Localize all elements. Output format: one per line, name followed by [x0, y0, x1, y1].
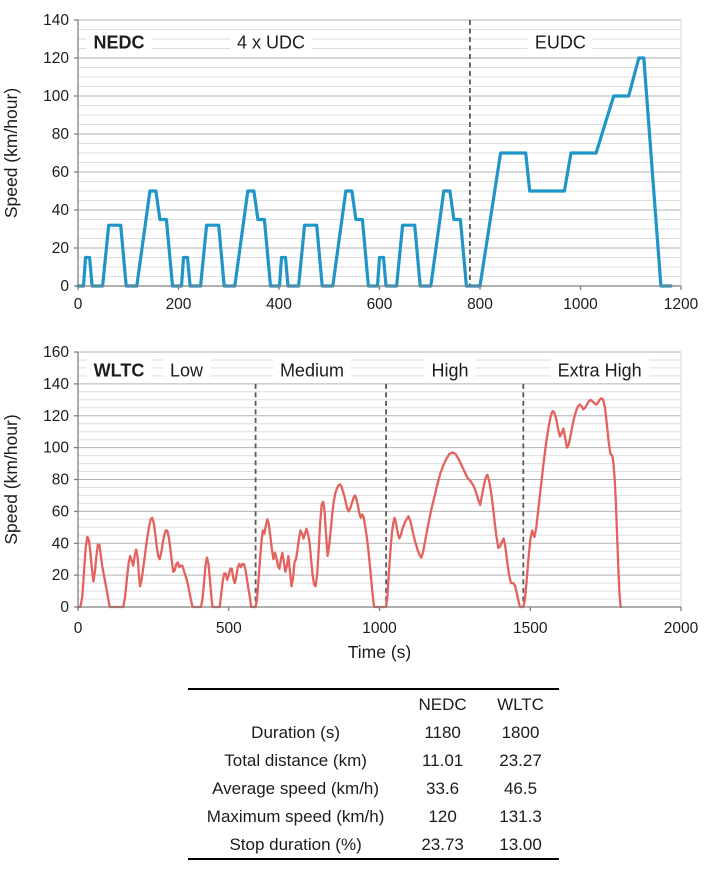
row-label: Stop duration (%) — [229, 834, 362, 854]
wltc-value: 13.00 — [499, 834, 542, 854]
y-tick-label: 100 — [43, 440, 69, 457]
y-tick-label: 120 — [43, 50, 69, 67]
x-tick-label: 500 — [216, 620, 242, 637]
y-tick-label: 140 — [43, 376, 69, 393]
x-tick-label: 800 — [467, 296, 493, 313]
y-axis-title: Speed (km/hour) — [1, 88, 21, 218]
y-tick-label: 160 — [43, 344, 69, 361]
nedc-value: 23.73 — [421, 834, 464, 854]
row-label: Maximum speed (km/h) — [206, 806, 385, 826]
x-tick-label: 1000 — [563, 296, 598, 313]
wltc-value: 131.3 — [499, 806, 542, 826]
y-tick-label: 60 — [52, 164, 70, 181]
phase-label: Extra High — [550, 359, 649, 383]
x-tick-label: 1000 — [362, 620, 397, 637]
phase-label: EUDC — [527, 31, 593, 55]
nedc-chart: 0 200 400 600 800 1000 1200 0 20 40 60 80 100 120 140 S… — [0, 0, 720, 332]
table-row: Stop duration (%) 23.73 13.00 — [188, 830, 559, 859]
table-col-nedc: NEDC — [418, 694, 467, 714]
row-label: Total distance (km) — [224, 750, 367, 770]
summary-table: NEDC WLTC Duration (s) 1180 1800 Total d… — [188, 688, 559, 860]
phase-label: High — [424, 359, 476, 383]
table-row: Average speed (km/h) 33.6 46.5 — [188, 774, 559, 802]
y-tick-label: 120 — [43, 408, 69, 425]
table-header-row: NEDC WLTC — [188, 689, 559, 718]
x-tick-label: 0 — [74, 620, 83, 637]
y-tick-label: 80 — [52, 472, 70, 489]
phase-label: Medium — [272, 359, 351, 383]
y-tick-label: 20 — [52, 240, 70, 257]
y-tick-label: 40 — [52, 535, 70, 552]
table-row: Duration (s) 1180 1800 — [188, 718, 559, 746]
nedc-speed-curve — [76, 56, 673, 288]
x-axis-title: Time (s) — [348, 642, 412, 662]
row-label: Duration (s) — [251, 722, 340, 742]
table-col-wltc: WLTC — [497, 694, 544, 714]
x-tick-label: 1500 — [513, 620, 548, 637]
chart-title-label: NEDC — [86, 31, 152, 55]
phase-label: Low — [163, 359, 211, 383]
x-tick-label: 600 — [367, 296, 393, 313]
y-tick-label: 0 — [60, 599, 69, 616]
nedc-value: 33.6 — [426, 778, 460, 798]
y-tick-label: 20 — [52, 567, 70, 584]
y-tick-label: 60 — [52, 503, 70, 520]
chart-title-label: WLTC — [86, 359, 152, 383]
nedc-value: 11.01 — [421, 750, 464, 770]
wltc-value: 1800 — [501, 722, 540, 742]
y-axis-title: Speed (km/hour) — [1, 414, 21, 544]
wltc-plot-svg: 0 500 1000 1500 2000 0 20 40 60 80 100 120 140 160 Spe… — [1, 344, 699, 662]
row-label: Average speed (km/h) — [212, 778, 380, 798]
table-corner-cell — [188, 689, 403, 718]
wltc-value: 46.5 — [503, 778, 538, 798]
wltc-chart: 0 500 1000 1500 2000 0 20 40 60 80 100 120 140 160 Spe… — [0, 332, 720, 668]
y-tick-label: 140 — [43, 12, 69, 29]
y-tick-label: 40 — [52, 202, 70, 219]
x-tick-label: 0 — [74, 296, 83, 313]
x-tick-label: 400 — [266, 296, 292, 313]
nedc-value: 120 — [428, 806, 457, 826]
wltc-speed-curve — [76, 397, 622, 609]
x-tick-label: 1200 — [664, 296, 699, 313]
nedc-value: 1180 — [424, 722, 461, 742]
x-tick-label: 200 — [166, 296, 192, 313]
x-tick-label: 2000 — [664, 620, 699, 637]
y-tick-label: 0 — [60, 278, 69, 295]
y-tick-label: 80 — [52, 126, 70, 143]
y-tick-label: 100 — [43, 88, 69, 105]
nedc-plot-svg: 0 200 400 600 800 1000 1200 0 20 40 60 80 100 120 140 S… — [1, 12, 699, 313]
table-row: Total distance (km) 11.01 23.27 — [188, 746, 559, 774]
wltc-value: 23.27 — [499, 750, 542, 770]
phase-label: 4 x UDC — [229, 31, 312, 55]
table-row: Maximum speed (km/h) 120 131.3 — [188, 802, 559, 830]
